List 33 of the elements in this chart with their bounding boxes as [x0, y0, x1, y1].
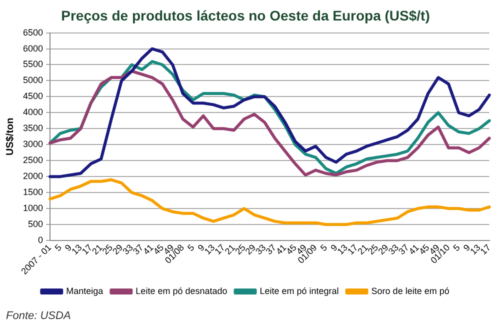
y-tick-label: 0 — [38, 234, 44, 245]
y-tick-label: 1500 — [22, 187, 44, 198]
x-tick-label: 5 — [451, 242, 462, 254]
x-tick-label: 9 — [328, 242, 340, 254]
y-axis-title: US$/ton — [4, 118, 16, 156]
y-tick-label: 3000 — [22, 139, 44, 150]
x-tick-label: 5 — [186, 242, 196, 254]
legend-label: Leite em pó integral — [260, 286, 339, 296]
y-tick-label: 5500 — [22, 59, 44, 70]
y-tick-label: 6500 — [22, 27, 44, 38]
x-tick-label: 41 — [274, 242, 288, 257]
y-tick-label: 6000 — [22, 43, 44, 54]
y-tick-label: 2000 — [22, 171, 44, 182]
x-tick-label: 41 — [406, 242, 422, 257]
x-tick-label: 5 — [52, 242, 64, 254]
x-tick-label: 21 — [356, 242, 370, 257]
x-tick-label: 13 — [70, 242, 84, 257]
x-tick-label: 41 — [141, 242, 156, 257]
y-tick-label: 500 — [28, 218, 44, 229]
x-tick-label: 9 — [196, 242, 206, 254]
y-tick-label: 4500 — [22, 91, 44, 102]
y-tick-label: 4000 — [22, 107, 44, 118]
source-note: Fonte: USDA — [6, 310, 71, 322]
chart-title: Preços de produtos lácteos no Oeste da Europa (US$/t) — [61, 7, 430, 24]
legend-label: Manteiga — [66, 286, 104, 296]
y-tick-label: 5000 — [22, 75, 44, 86]
y-tick-label: 2500 — [22, 155, 44, 166]
x-tick-label: 5 — [318, 242, 330, 254]
legend-label: Soro de leite em pó — [371, 286, 450, 296]
y-tick-label: 3500 — [22, 123, 44, 134]
legend-label: Leite em pó desnatado — [136, 286, 228, 296]
y-tick-label: 1000 — [22, 203, 44, 214]
x-tick-label: 13 — [468, 242, 482, 257]
